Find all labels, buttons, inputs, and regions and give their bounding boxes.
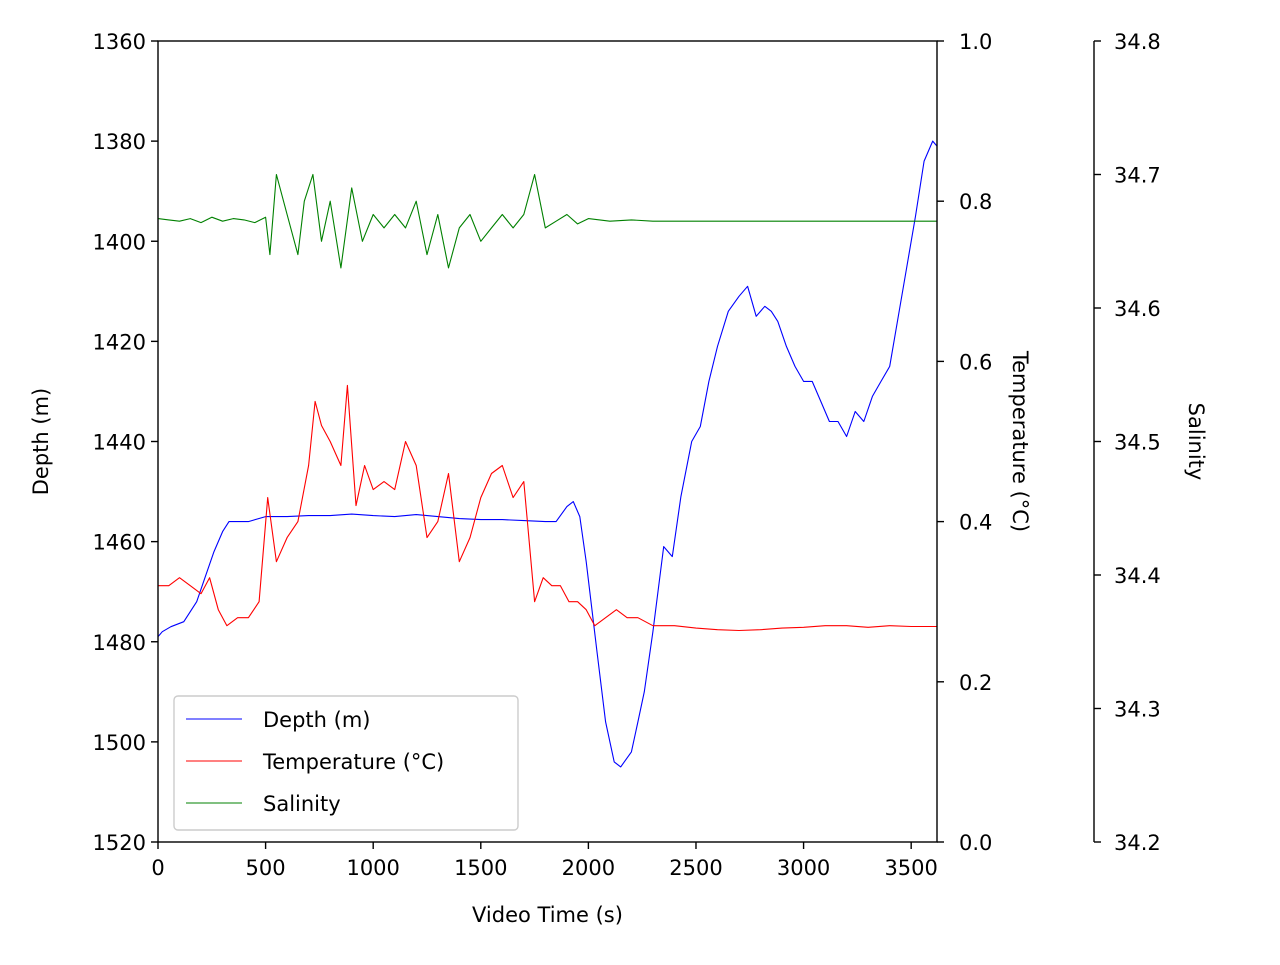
salinity-axis-title: Salinity [1184,403,1208,481]
depth-tick-label: 1400 [93,230,146,254]
x-tick-label: 0 [151,856,164,880]
axes: 0 500 1000 1500 2000 2500 3000 3500 Video Time (… [29,30,1208,927]
depth-tick-label: 1380 [93,130,146,154]
x-tick-label: 3000 [777,856,830,880]
depth-axis-title: Depth (m) [29,388,53,495]
legend-label: Depth (m) [263,708,370,732]
depth-tick-label: 1440 [93,431,146,455]
legend-box [173,695,519,831]
temperature-tick-label: 0.6 [959,350,992,374]
x-tick-label: 2000 [562,856,615,880]
legend-label: Salinity [263,792,341,816]
depth-tick-label: 1500 [93,731,146,755]
depth-tick-label: 1460 [93,531,146,555]
series-line-salinity [157,173,937,269]
temperature-tick-label: 0.4 [959,511,992,535]
legend: Depth (m) Temperature (°C) Salinity [173,695,519,831]
depth-tick-label: 1420 [93,330,146,354]
temperature-tick-label: 0.2 [959,671,992,695]
x-tick-label: 1000 [346,856,399,880]
salinity-tick-label: 34.6 [1114,297,1161,321]
temperature-tick-label: 0.8 [959,190,992,214]
series-line-temperature [158,384,937,632]
temperature-axis-title: Temperature (°C) [1008,350,1032,532]
salinity-tick-label: 34.4 [1114,564,1161,588]
salinity-tick-label: 34.7 [1114,164,1161,188]
plot-series [157,140,938,768]
salinity-tick-label: 34.5 [1114,431,1161,455]
temperature-tick-label: 1.0 [959,30,992,54]
x-tick-label: 2500 [669,856,722,880]
temperature-tick-label: 0.0 [959,831,992,855]
salinity-tick-label: 34.2 [1114,831,1161,855]
salinity-tick-label: 34.3 [1114,698,1161,722]
series-line-depth [157,140,938,768]
salinity-tick-label: 34.8 [1114,30,1161,54]
x-tick-label: 3500 [884,856,937,880]
depth-tick-label: 1480 [93,631,146,655]
x-axis-title: Video Time (s) [472,903,623,927]
depth-tick-label: 1360 [93,30,146,54]
x-tick-label: 500 [246,856,286,880]
legend-label: Temperature (°C) [262,750,444,774]
depth-tick-label: 1520 [93,831,146,855]
x-tick-label: 1500 [454,856,507,880]
